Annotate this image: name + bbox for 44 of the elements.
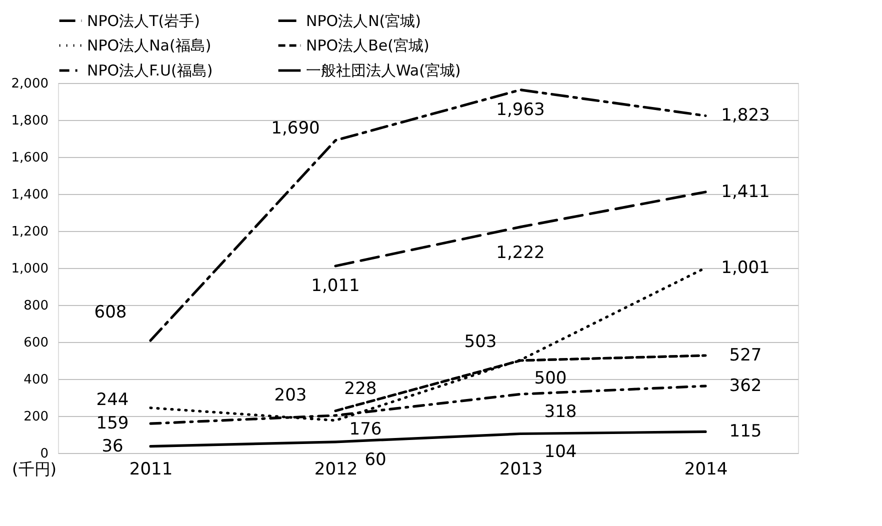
- y-tick-label: 0: [40, 446, 48, 462]
- x-tick-label: 2014: [684, 460, 728, 480]
- data-label: 203: [274, 385, 307, 406]
- data-label: 36: [102, 436, 124, 456]
- y-tick-label: 800: [24, 298, 48, 314]
- y-tick-label: 1,800: [11, 114, 48, 128]
- data-label: 500: [534, 368, 567, 388]
- data-label: 362: [729, 376, 762, 396]
- data-label: 1,011: [311, 276, 360, 296]
- y-tick-label: 1,600: [11, 150, 48, 166]
- data-label: 1,001: [721, 258, 770, 278]
- x-tick-label: 2011: [129, 460, 173, 480]
- y-tick-label: 2,000: [11, 76, 48, 92]
- y-tick-label: 400: [24, 372, 48, 388]
- data-label: 503: [464, 332, 497, 352]
- y-tick-label: 200: [24, 410, 48, 424]
- data-label: 527: [729, 346, 762, 366]
- legend-label: NPO法人F.U(福島): [87, 62, 213, 80]
- x-tick-label: 2013: [499, 460, 543, 480]
- x-tick-label: 2012: [314, 460, 358, 480]
- legend-label: 一般社団法人Wa(宮城): [306, 62, 461, 80]
- data-label: 60: [364, 450, 386, 470]
- data-label: 1,411: [721, 182, 770, 202]
- data-label: 115: [729, 422, 762, 442]
- data-label: 318: [544, 402, 577, 422]
- y-tick-label: 600: [24, 336, 48, 350]
- data-label: 608: [94, 302, 127, 323]
- y-tick-label: 1,400: [11, 188, 48, 202]
- data-label: 1,690: [271, 118, 320, 138]
- y-tick-label: 1,000: [11, 262, 48, 276]
- y-tick-label: 1,200: [11, 224, 48, 240]
- legend-label: NPO法人Na(福島): [87, 36, 212, 54]
- legend-label: NPO法人T(岩手): [87, 12, 200, 30]
- data-label: 1,222: [496, 242, 545, 263]
- data-label: 159: [96, 414, 129, 434]
- legend-label: NPO法人N(宮城): [306, 12, 421, 30]
- y-axis-title: (千円): [12, 460, 56, 478]
- data-label: 228: [344, 378, 377, 399]
- data-label: 176: [349, 419, 382, 440]
- data-label: 1,823: [721, 106, 770, 126]
- legend-label: NPO法人Be(宮城): [306, 36, 430, 54]
- data-label: 1,963: [496, 100, 545, 120]
- data-label: 244: [96, 390, 129, 410]
- data-label: 104: [544, 442, 577, 462]
